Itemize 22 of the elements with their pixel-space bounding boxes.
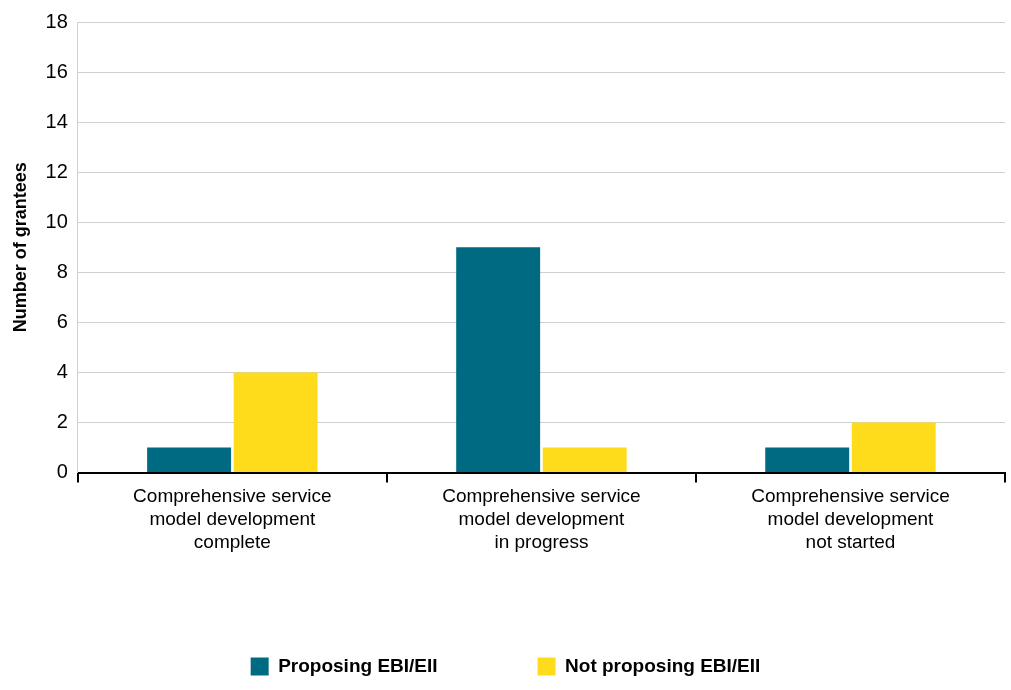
bar xyxy=(851,422,936,473)
y-tick-label: 18 xyxy=(45,9,68,32)
x-tick-label: Comprehensive service model development in progress xyxy=(442,485,641,552)
bar xyxy=(456,247,541,473)
bar xyxy=(233,372,318,473)
y-tick-label: 4 xyxy=(56,359,68,382)
y-tick-label: 0 xyxy=(56,460,68,483)
y-tick-label: 12 xyxy=(45,159,68,182)
bar xyxy=(765,447,850,473)
bar xyxy=(542,447,627,473)
y-tick-label: 16 xyxy=(45,59,68,82)
y-tick-label: 14 xyxy=(45,109,68,132)
x-tick-label: Comprehensive service model development not started xyxy=(751,485,950,552)
y-tick-label: 10 xyxy=(45,209,68,232)
bar xyxy=(147,447,232,473)
y-axis-title: Number of grantees xyxy=(9,162,30,333)
y-tick-label: 2 xyxy=(56,410,68,433)
y-tick-label: 6 xyxy=(56,309,68,332)
legend-label: Proposing EBI/EII xyxy=(278,654,438,676)
legend-label: Not proposing EBI/EII xyxy=(565,654,761,676)
x-tick-label: Comprehensive service model development complete xyxy=(133,485,332,552)
y-tick-label: 8 xyxy=(56,259,68,282)
